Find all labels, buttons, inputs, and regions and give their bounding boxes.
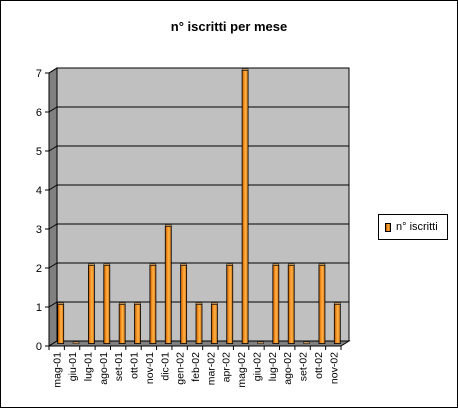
bar-top xyxy=(272,263,280,266)
y-tick-label: 1 xyxy=(36,302,42,314)
legend-label: n° iscritti xyxy=(396,221,438,233)
bar-top xyxy=(165,224,172,227)
bar-top xyxy=(241,68,249,71)
y-tick-label: 3 xyxy=(36,224,42,236)
x-tick-label: nov-02 xyxy=(328,352,340,384)
gridline-side xyxy=(48,184,58,191)
bar xyxy=(241,70,249,344)
gridline-side xyxy=(48,262,58,269)
bar-top xyxy=(88,263,95,266)
x-tick-label: mag-02 xyxy=(236,352,248,388)
bar xyxy=(303,341,310,344)
bar xyxy=(195,304,203,344)
bar xyxy=(287,265,295,344)
bar-top xyxy=(318,263,326,266)
bar xyxy=(164,226,172,344)
y-tick-label: 2 xyxy=(36,263,42,275)
x-tick-label: dic-01 xyxy=(159,352,171,381)
x-tick-label: ago-02 xyxy=(282,352,294,385)
bar xyxy=(180,265,188,344)
gridline-side xyxy=(48,301,58,308)
legend-swatch xyxy=(385,222,391,232)
bar xyxy=(134,304,141,344)
bar-top xyxy=(134,302,141,305)
bar-top xyxy=(226,263,233,266)
y-tick-label: 7 xyxy=(36,68,42,80)
bar-top xyxy=(211,302,218,305)
bar-top xyxy=(103,263,111,266)
x-tick-label: apr-02 xyxy=(221,352,233,383)
bar xyxy=(57,304,65,344)
x-tick-label: nov-01 xyxy=(144,352,156,384)
bar-top xyxy=(180,263,187,266)
bar-top xyxy=(195,302,203,305)
gridline-side xyxy=(48,223,58,230)
bar xyxy=(149,265,157,344)
bar xyxy=(257,341,264,344)
x-tick-label: gen-02 xyxy=(175,352,187,385)
bar xyxy=(333,304,341,344)
x-tick-label: giu-02 xyxy=(251,352,263,381)
bar xyxy=(226,265,234,344)
x-tick-label: ago-01 xyxy=(98,352,110,385)
y-tick-label: 4 xyxy=(36,185,42,197)
x-tick-label: ott-01 xyxy=(129,352,141,379)
plot-back-wall xyxy=(56,67,350,342)
bar xyxy=(272,265,280,344)
x-tick-label: lug-02 xyxy=(267,352,279,381)
gridline-side xyxy=(48,67,58,74)
x-tick-label: mar-02 xyxy=(205,352,217,385)
bar-top xyxy=(149,263,157,266)
bar xyxy=(88,265,95,344)
bar xyxy=(72,341,80,344)
x-tick-label: ott-02 xyxy=(313,352,325,379)
bar-top xyxy=(57,302,64,305)
bar-top xyxy=(334,302,341,305)
bar xyxy=(210,304,218,344)
chart-title: n° iscritti per mese xyxy=(170,19,288,34)
y-tick-label: 0 xyxy=(36,341,42,353)
gridline-side xyxy=(48,106,58,113)
x-tick-label: set-02 xyxy=(298,352,310,381)
y-tick-label: 5 xyxy=(36,146,42,158)
bar-top xyxy=(287,263,295,266)
bar xyxy=(103,265,111,344)
x-tick-label: feb-02 xyxy=(190,352,202,382)
bar xyxy=(118,304,126,344)
x-tick-label: giu-01 xyxy=(67,352,79,381)
legend: n° iscritti xyxy=(378,214,448,240)
bar xyxy=(318,265,326,344)
gridline-side xyxy=(48,145,58,152)
x-tick-label: set-01 xyxy=(113,352,125,381)
bar-top xyxy=(118,302,126,305)
y-tick-label: 6 xyxy=(36,107,42,119)
x-tick-label: mag-01 xyxy=(52,352,64,388)
x-tick-label: lug-01 xyxy=(82,352,94,381)
